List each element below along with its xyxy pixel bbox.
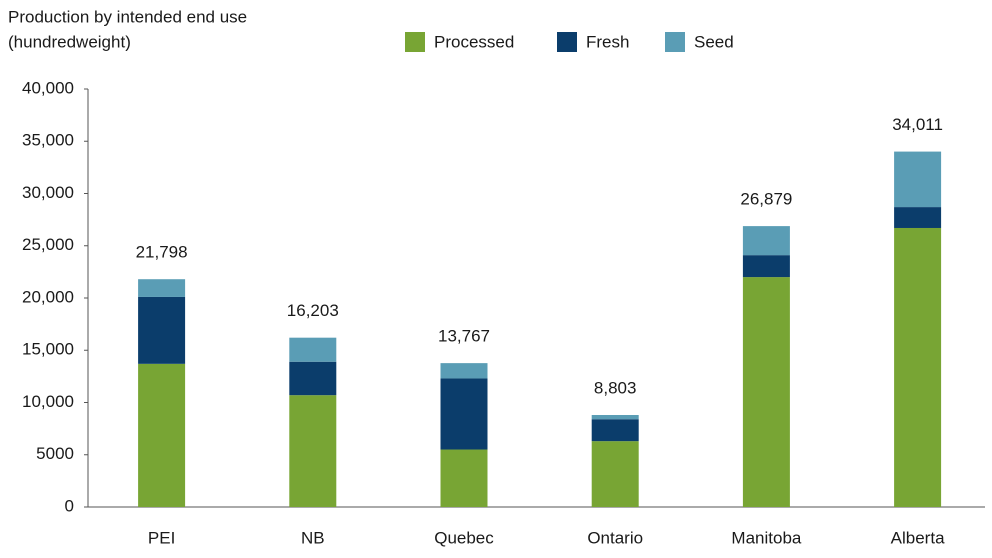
bar-segment <box>138 296 186 364</box>
chart-title: Production by intended end use <box>8 7 247 26</box>
total-label: 13,767 <box>438 327 490 346</box>
y-tick-label: 10,000 <box>22 392 74 411</box>
y-tick-label: 25,000 <box>22 235 74 254</box>
bar-segment <box>440 378 488 450</box>
x-tick-label: Quebec <box>434 528 494 547</box>
bar-segment <box>440 449 488 507</box>
legend-label: Processed <box>434 32 514 51</box>
legend-label: Fresh <box>586 32 629 51</box>
bar-segment <box>138 363 186 507</box>
legend-swatch <box>557 32 577 52</box>
y-tick-label: 0 <box>65 496 74 515</box>
y-tick-label: 20,000 <box>22 287 74 306</box>
bar-segment <box>289 361 337 396</box>
y-tick-label: 35,000 <box>22 131 74 150</box>
bar-segment <box>591 415 639 420</box>
y-tick-label: 5000 <box>36 444 74 463</box>
total-label: 8,803 <box>594 378 637 397</box>
bar-segment <box>894 227 942 508</box>
bar-segment <box>742 255 790 278</box>
bar-segment <box>591 441 639 507</box>
bar-segment <box>289 395 337 507</box>
bar-segment <box>742 226 790 256</box>
bar-segment <box>440 363 488 379</box>
y-tick-label: 40,000 <box>22 78 74 97</box>
legend-swatch <box>665 32 685 52</box>
x-tick-label: Alberta <box>891 528 945 547</box>
bar-segment <box>289 337 337 362</box>
x-tick-label: Manitoba <box>731 528 801 547</box>
total-label: 16,203 <box>287 301 339 320</box>
x-tick-label: PEI <box>148 528 175 547</box>
bar-segment <box>138 279 186 297</box>
bar-segment <box>591 419 639 442</box>
legend-label: Seed <box>694 32 734 51</box>
bar-segment <box>742 277 790 507</box>
y-tick-label: 30,000 <box>22 183 74 202</box>
x-tick-label: NB <box>301 528 325 547</box>
total-label: 26,879 <box>740 190 792 209</box>
legend-swatch <box>405 32 425 52</box>
bar-segment <box>894 151 942 208</box>
y-axis-label: (hundredweight) <box>8 32 131 51</box>
y-tick-label: 15,000 <box>22 340 74 359</box>
bar-segment <box>894 207 942 228</box>
x-tick-label: Ontario <box>587 528 643 547</box>
total-label: 21,798 <box>136 243 188 262</box>
total-label: 34,011 <box>892 115 943 134</box>
